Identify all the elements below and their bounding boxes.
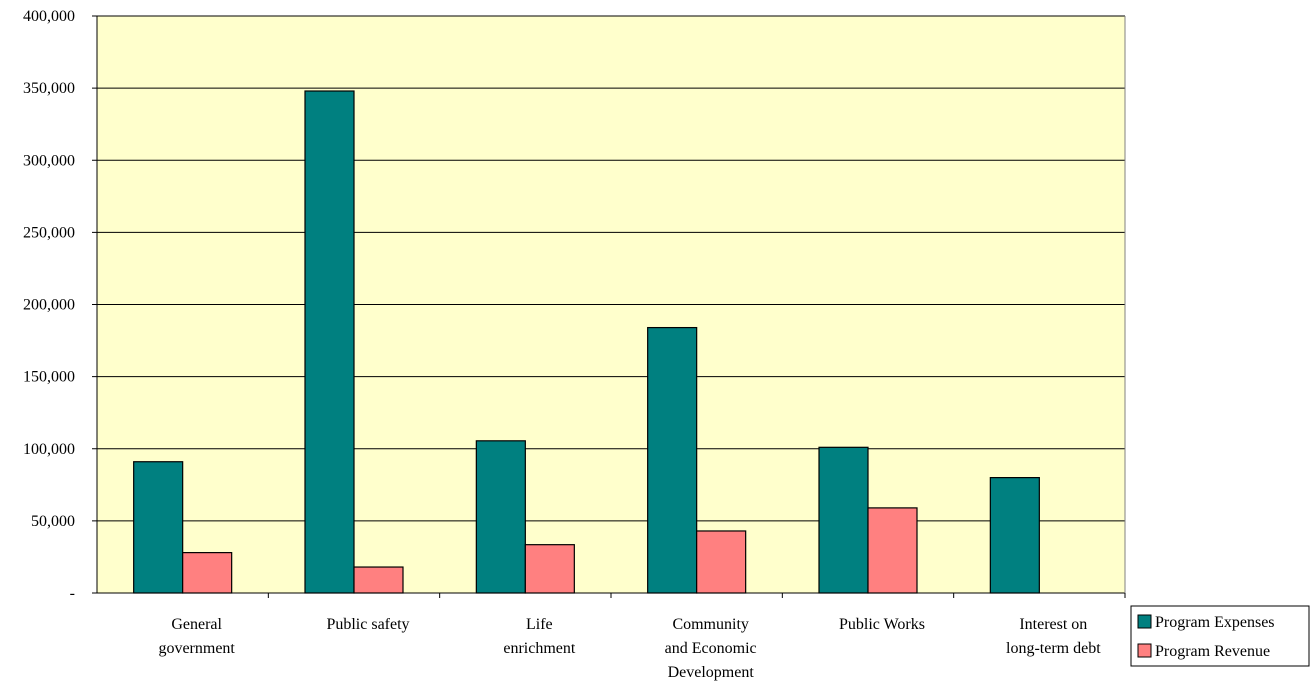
legend-swatch-expenses (1137, 614, 1152, 629)
x-tick-label: Interest on (1019, 616, 1087, 633)
legend: Program Expenses Program Revenue (1130, 605, 1310, 667)
legend-label-expenses: Program Expenses (1155, 614, 1275, 631)
y-tick-label: 250,000 (23, 224, 75, 241)
y-tick-label: - (70, 585, 75, 602)
x-tick-label: government (158, 640, 235, 657)
bar-program-revenue (696, 530, 747, 594)
x-tick-label: long-term debt (1006, 640, 1101, 657)
bar-program-expenses (304, 90, 355, 594)
bar-program-expenses (818, 446, 869, 594)
y-tick-label: 100,000 (23, 441, 75, 458)
x-tick-label: Life (526, 616, 553, 633)
x-tick-label: Community (672, 616, 748, 633)
bar-program-expenses (647, 326, 698, 594)
x-tick-label: enrichment (503, 640, 576, 657)
gridlines (97, 15, 1125, 522)
bar-program-expenses (989, 477, 1040, 594)
bar-program-expenses (475, 440, 526, 594)
legend-swatch-revenue (1137, 643, 1152, 658)
y-axis-ticks: - 50,000 100,000 150,000 200,000 250,000 300,0… (23, 8, 97, 602)
y-tick-label: 150,000 (23, 369, 75, 386)
y-tick-label: 200,000 (23, 297, 75, 314)
axes (96, 16, 1126, 598)
x-tick-label: Development (668, 664, 755, 681)
x-tick-label: and Economic (665, 640, 757, 657)
bar-program-revenue (524, 544, 575, 594)
x-tick-label: General (171, 616, 222, 633)
bar-program-revenue (182, 552, 233, 594)
x-tick-label: Public safety (326, 616, 409, 633)
x-axis-labels: General government Public safety Life enrich… (158, 616, 1101, 681)
bar-program-expenses (133, 461, 184, 594)
x-tick-label: Public Works (839, 616, 925, 633)
bar-program-revenue (353, 566, 404, 594)
legend-box (1130, 605, 1310, 667)
y-tick-label: 400,000 (23, 8, 75, 25)
y-tick-label: 50,000 (31, 513, 75, 530)
y-tick-label: 300,000 (23, 152, 75, 169)
bar-program-revenue (867, 507, 918, 594)
y-tick-label: 350,000 (23, 80, 75, 97)
bars (133, 90, 1040, 594)
legend-label-revenue: Program Revenue (1155, 643, 1270, 660)
